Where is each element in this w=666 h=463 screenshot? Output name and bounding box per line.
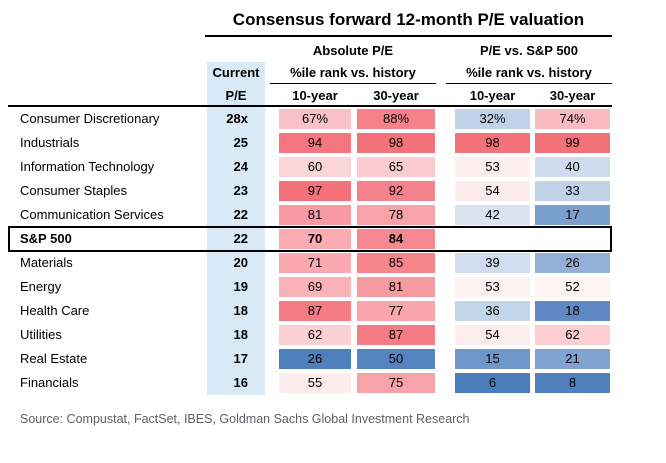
percentile-cell: 78 — [357, 205, 435, 225]
sector-label: Financials — [20, 375, 79, 390]
percentile-cell: 99 — [535, 133, 610, 153]
table-row: Health Care 18 87 77 36 18 — [0, 299, 666, 323]
sector-label: Industrials — [20, 135, 80, 150]
percentile-cell: 74% — [535, 109, 610, 129]
sector-label: Consumer Discretionary — [20, 111, 160, 126]
current-pe-header-line1: Current — [212, 65, 260, 80]
current-pe-value: 18 — [233, 303, 248, 318]
current-pe-value: 18 — [233, 327, 248, 342]
sector-label: Health Care — [20, 303, 90, 318]
table-row: Real Estate 17 26 50 15 21 — [0, 347, 666, 371]
table-row: Information Technology 24 60 65 53 40 — [0, 155, 666, 179]
percentile-cell: 69 — [279, 277, 351, 297]
percentile-cell: 87 — [357, 325, 435, 345]
current-pe-value: 24 — [233, 159, 248, 174]
percentile-cell: 42 — [455, 205, 530, 225]
percentile-cell: 33 — [535, 181, 610, 201]
sector-label: Real Estate — [20, 351, 88, 366]
percentile-cell: 32% — [455, 109, 530, 129]
percentile-cell: 92 — [357, 181, 435, 201]
table-row: Consumer Discretionary 28x 67% 88% 32% 74% — [0, 107, 666, 131]
sp500-highlight-box — [8, 226, 612, 252]
percentile-cell: 18 — [535, 301, 610, 321]
current-pe-header-line2: P/E — [225, 88, 247, 103]
percentile-cell: 6 — [455, 373, 530, 393]
percentile-cell: 88% — [357, 109, 435, 129]
current-pe-value: 16 — [233, 375, 248, 390]
current-pe-value: 25 — [233, 135, 248, 150]
percentile-cell: 81 — [357, 277, 435, 297]
source-note: Source: Compustat, FactSet, IBES, Goldma… — [20, 412, 470, 426]
percentile-cell: 77 — [357, 301, 435, 321]
percentile-rank-label-absolute: %ile rank vs. history — [270, 63, 436, 84]
percentile-cell: 53 — [455, 277, 530, 297]
percentile-cell: 17 — [535, 205, 610, 225]
percentile-cell: 84 — [357, 229, 435, 249]
percentile-cell: 50 — [357, 349, 435, 369]
sector-label: Utilities — [20, 327, 62, 342]
current-pe-value: 19 — [233, 279, 248, 294]
percentile-cell: 87 — [279, 301, 351, 321]
table-row: S&P 500 22 70 84 — [0, 227, 666, 251]
percentile-cell: 67% — [279, 109, 351, 129]
percentile-cell: 97 — [279, 181, 351, 201]
percentile-cell: 55 — [279, 373, 351, 393]
percentile-cell: 54 — [455, 325, 530, 345]
current-pe-value: 17 — [233, 351, 248, 366]
current-pe-value: 28x — [226, 111, 248, 126]
table-row: Communication Services 22 81 78 42 17 — [0, 203, 666, 227]
column-group-absolute-pe: Absolute P/E — [312, 43, 394, 58]
percentile-cell: 70 — [279, 229, 351, 249]
current-pe-column-background — [207, 62, 265, 395]
percentile-cell: 94 — [279, 133, 351, 153]
percentile-cell: 98 — [455, 133, 530, 153]
percentile-cell: 39 — [455, 253, 530, 273]
sector-label: Information Technology — [20, 159, 155, 174]
percentile-cell: 71 — [279, 253, 351, 273]
table-top-border — [8, 105, 612, 107]
column-header-rel-10-year: 10-year — [469, 88, 516, 103]
percentile-cell: 40 — [535, 157, 610, 177]
current-pe-value: 20 — [233, 255, 248, 270]
column-header-abs-30-year: 30-year — [373, 88, 419, 103]
column-group-pe-vs-sp500: P/E vs. S&P 500 — [479, 43, 579, 58]
sector-label: Energy — [20, 279, 62, 294]
percentile-cell: 52 — [535, 277, 610, 297]
percentile-cell: 54 — [455, 181, 530, 201]
table-row: Utilities 18 62 87 54 62 — [0, 323, 666, 347]
percentile-cell: 75 — [357, 373, 435, 393]
percentile-cell: 21 — [535, 349, 610, 369]
sector-label: Materials — [20, 255, 73, 270]
percentile-cell: 26 — [535, 253, 610, 273]
sector-label: Communication Services — [20, 207, 164, 222]
percentile-cell: 62 — [535, 325, 610, 345]
column-header-rel-30-year: 30-year — [549, 88, 596, 103]
percentile-cell: 8 — [535, 373, 610, 393]
percentile-cell: 65 — [357, 157, 435, 177]
sector-label: S&P 500 — [20, 231, 72, 246]
table-row: Energy 19 69 81 53 52 — [0, 275, 666, 299]
table-row: Materials 20 71 85 39 26 — [0, 251, 666, 275]
percentile-rank-label-relative: %ile rank vs. history — [446, 63, 612, 84]
column-header-abs-10-year: 10-year — [292, 88, 338, 103]
page-title: Consensus forward 12-month P/E valuation — [205, 10, 612, 37]
table-row: Consumer Staples 23 97 92 54 33 — [0, 179, 666, 203]
table-row: Industrials 25 94 98 98 99 — [0, 131, 666, 155]
sector-label: Consumer Staples — [20, 183, 127, 198]
percentile-cell: 36 — [455, 301, 530, 321]
percentile-cell: 15 — [455, 349, 530, 369]
percentile-cell: 85 — [357, 253, 435, 273]
percentile-cell: 60 — [279, 157, 351, 177]
percentile-cell: 53 — [455, 157, 530, 177]
percentile-cell: 62 — [279, 325, 351, 345]
percentile-cell: 26 — [279, 349, 351, 369]
current-pe-value: 23 — [233, 183, 248, 198]
current-pe-value: 22 — [233, 207, 248, 222]
current-pe-value: 22 — [233, 231, 248, 246]
percentile-cell: 81 — [279, 205, 351, 225]
percentile-cell: 98 — [357, 133, 435, 153]
table-row: Financials 16 55 75 6 8 — [0, 371, 666, 395]
